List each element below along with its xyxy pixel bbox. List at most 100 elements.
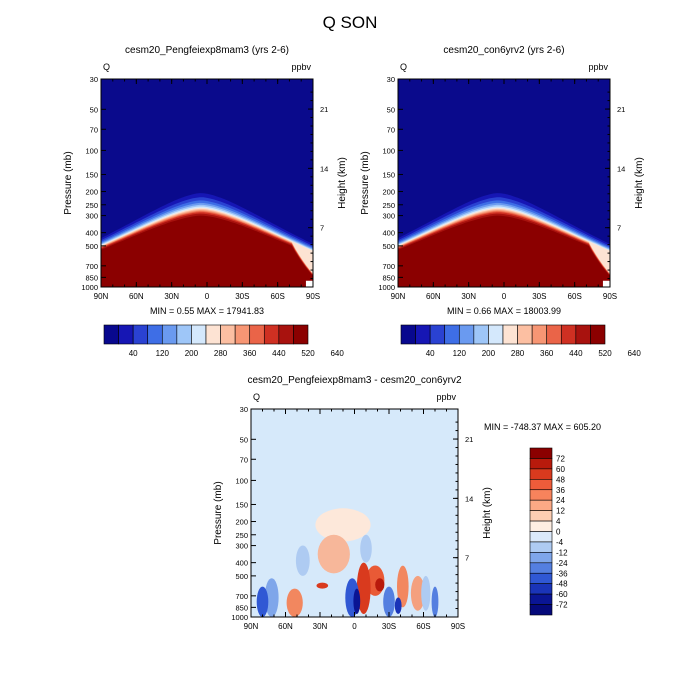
colorbar-swatch (575, 324, 591, 345)
units-label: ppbv (291, 62, 311, 72)
units-label: ppbv (588, 62, 608, 72)
field-label: Q (253, 392, 260, 402)
colorbar-swatch (147, 324, 163, 345)
y2-tick-label: 14 (465, 494, 473, 503)
y-tick-label: 500 (382, 242, 395, 251)
y-tick-label: 700 (85, 262, 98, 271)
positive-anomaly-blob (286, 588, 303, 617)
x-tick-label: 60N (426, 292, 441, 301)
positive-anomaly-blob (317, 534, 350, 574)
y2-tick-label: 14 (320, 164, 328, 173)
positive-anomaly-blob (356, 562, 371, 614)
units-label: ppbv (436, 392, 456, 402)
colorbar-label: -12 (556, 548, 568, 557)
colorbar-swatch (118, 324, 134, 345)
colorbar-label: 360 (243, 349, 257, 358)
colorbar-label: 0 (556, 528, 561, 537)
y2-tick-label: 21 (320, 105, 328, 114)
missing-data-patch (602, 280, 610, 287)
colorbar-swatch (529, 552, 553, 564)
colorbar-label: -24 (556, 559, 568, 568)
y-tick-label: 300 (85, 212, 98, 221)
colorbar-swatch (529, 541, 553, 553)
plot-area (101, 79, 313, 287)
colorbar-swatch (529, 572, 553, 584)
chart-panel-2: 90N 60N 30N 0 30S 60S 90S 30 50 70 100 150 200 250 300… (360, 45, 645, 358)
y-tick-label: 100 (382, 146, 395, 155)
colorbar-label: 200 (482, 349, 496, 358)
plot-area (251, 409, 458, 617)
y-tick-label: 70 (240, 455, 248, 464)
positive-anomaly-blob (397, 565, 409, 608)
y2-axis-label: Height (km) (337, 157, 348, 209)
colorbar-swatch (249, 324, 265, 345)
colorbar-swatch (191, 324, 207, 345)
panel-title: cesm20_Pengfeiexp8mam3 (yrs 2-6) (125, 45, 289, 56)
y-tick-label: 150 (382, 170, 395, 179)
colorbar-label: 12 (556, 507, 565, 516)
colorbar-swatch (529, 562, 553, 574)
colorbar-swatch (529, 479, 553, 491)
field-label: Q (103, 62, 110, 72)
y-tick-label: 400 (382, 229, 395, 238)
negative-anomaly-blob (431, 586, 439, 617)
y-tick-label: 1000 (231, 613, 248, 622)
colorbar-label: -72 (556, 601, 568, 610)
y-tick-label: 300 (382, 212, 395, 221)
colorbar-swatch (444, 324, 460, 345)
y-tick-label: 30 (90, 75, 98, 84)
panels-layer: 90N 60N 30N 0 30S 60S 90S305070100150200250300… (63, 45, 645, 631)
chart-panel-1: 90N 60N 30N 0 30S 60S 90S 30 50 70 100 150 200 250 300… (63, 45, 348, 358)
y-tick-label: 70 (387, 125, 395, 134)
colorbar-label: 360 (540, 349, 554, 358)
colorbar-label: 280 (214, 349, 228, 358)
colorbar-swatch (278, 324, 294, 345)
y-tick-label: 200 (85, 188, 98, 197)
colorbar-label: 640 (627, 349, 641, 358)
x-tick-label: 30S (532, 292, 546, 301)
positive-anomaly-blob (316, 582, 329, 589)
chart-panel-3: 90N 60N 30N 0 30S 60S 90S305070100150200250300… (213, 375, 601, 631)
positive-anomaly-blob (410, 575, 425, 611)
negative-anomaly-blob (394, 597, 402, 614)
colorbar-swatch (176, 324, 192, 345)
negative-anomaly-blob (353, 588, 361, 614)
y-tick-label: 400 (85, 229, 98, 238)
x-tick-label: 0 (502, 292, 507, 301)
x-tick-label: 30S (382, 622, 396, 631)
colorbar-swatch (502, 324, 518, 345)
x-tick-label: 90N (391, 292, 406, 301)
colorbar-swatch (400, 324, 416, 345)
y2-axis-label: Height (km) (634, 157, 645, 209)
colorbar-swatch (517, 324, 533, 345)
x-tick-label: 60S (568, 292, 582, 301)
colorbar-label: 440 (272, 349, 286, 358)
y-tick-label: 30 (387, 75, 395, 84)
y-tick-label: 400 (235, 559, 248, 568)
y2-tick-label: 7 (320, 224, 324, 233)
y-tick-label: 100 (85, 146, 98, 155)
colorbar-swatch (473, 324, 489, 345)
negative-anomaly-blob (256, 586, 269, 617)
y-tick-label: 50 (90, 105, 98, 114)
colorbar-swatch (220, 324, 236, 345)
negative-anomaly-blob (360, 534, 372, 563)
positive-anomaly-blob (375, 578, 385, 592)
x-tick-label: 90N (244, 622, 259, 631)
min-max-stats: MIN = 0.66 MAX = 18003.99 (447, 306, 561, 316)
y-tick-label: 100 (235, 476, 248, 485)
x-tick-label: 30N (313, 622, 328, 631)
y-tick-label: 50 (240, 435, 248, 444)
y-tick-label: 70 (90, 125, 98, 134)
colorbar-swatch (234, 324, 251, 345)
y-tick-label: 150 (235, 500, 248, 509)
min-max-stats: MIN = -748.37 MAX = 605.20 (484, 422, 601, 432)
colorbar-swatch (531, 324, 548, 345)
colorbar-label: 120 (156, 349, 170, 358)
colorbar-label: 60 (556, 465, 565, 474)
page-title: Q SON (323, 13, 378, 32)
colorbar-label: 40 (426, 349, 435, 358)
colorbar-swatch (429, 324, 446, 345)
colorbar-label: 520 (598, 349, 612, 358)
x-tick-label: 30N (461, 292, 476, 301)
